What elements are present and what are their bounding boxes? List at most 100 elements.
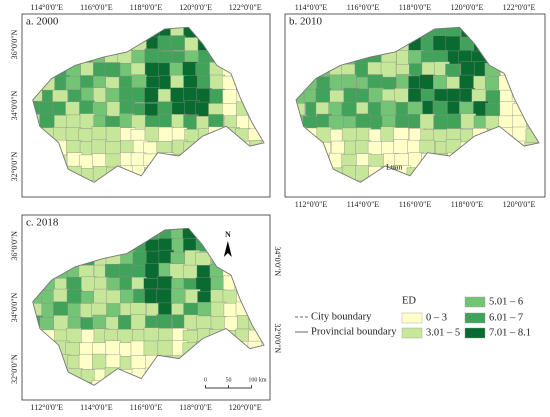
county	[144, 87, 160, 103]
legend-swatch	[401, 327, 423, 339]
county	[53, 301, 69, 317]
county	[315, 87, 332, 104]
county	[130, 355, 147, 371]
county	[66, 289, 83, 306]
provincial-boundary	[295, 26, 540, 183]
county	[182, 61, 198, 78]
lon-label: 114°0'0"E	[80, 403, 113, 412]
lat-label: 34°0'0"N	[10, 292, 19, 322]
north-arrow	[223, 241, 232, 257]
county	[143, 327, 160, 343]
lat-label: 34°0'0"N	[10, 90, 19, 120]
county	[92, 314, 108, 331]
lon-label: 114°0'0"E	[347, 200, 380, 209]
legend-line-label: City boundary	[311, 311, 372, 322]
county	[394, 88, 410, 104]
county	[144, 62, 161, 78]
legend-swatch	[401, 312, 423, 324]
county	[433, 115, 449, 131]
county	[106, 289, 122, 306]
lat-label: 36°0'0"N	[10, 231, 19, 261]
legend-label: 7.01 – 8.1	[489, 327, 531, 338]
county	[355, 113, 371, 130]
panel-label: b. 2010	[289, 16, 323, 28]
county	[368, 87, 384, 104]
legend-label: 6.01 – 7	[489, 312, 523, 323]
county	[341, 102, 357, 118]
lon-label: 112°0'0"E	[295, 200, 328, 209]
county	[39, 113, 55, 129]
lat-label: 36°0'0"N	[10, 29, 19, 59]
lon-label: 122°0'0"E	[503, 3, 536, 12]
county	[156, 288, 172, 305]
county	[144, 126, 161, 142]
county	[445, 35, 462, 52]
county	[156, 314, 172, 330]
county	[144, 48, 160, 65]
lat-label: 32°0'0"N	[10, 354, 19, 384]
county	[460, 61, 477, 77]
panel-label: c. 2018	[26, 217, 59, 229]
lat-label: 34°0'0"N	[273, 246, 282, 276]
county	[499, 101, 515, 117]
county	[143, 340, 160, 357]
county	[171, 288, 187, 305]
lon-label: 118°0'0"E	[451, 200, 484, 209]
county	[419, 113, 436, 130]
county	[222, 89, 238, 105]
lon-label: 116°0'0"E	[130, 403, 163, 412]
provincial-boundary	[32, 227, 265, 386]
provincial-boundary	[32, 26, 265, 183]
county	[460, 113, 477, 129]
county	[78, 354, 95, 370]
county	[79, 113, 96, 129]
county	[380, 100, 397, 117]
county	[210, 301, 227, 318]
county	[380, 61, 397, 78]
legend-label: 5.01 – 6	[489, 296, 523, 307]
lon-label: 118°0'0"E	[130, 3, 163, 12]
county	[79, 100, 95, 116]
county	[184, 37, 200, 53]
county	[92, 353, 108, 370]
lon-label: 112°0'0"E	[31, 403, 64, 412]
county	[105, 88, 121, 104]
panel-label: a. 2000	[26, 16, 59, 28]
county	[158, 126, 174, 143]
lon-label: 116°0'0"E	[80, 3, 113, 12]
lon-label: 122°0'0"E	[229, 3, 262, 12]
legend-line-label: Provincial boundary	[311, 326, 397, 337]
county	[104, 62, 121, 78]
county	[157, 340, 174, 356]
legend-label: 0 – 3	[426, 312, 447, 323]
county	[433, 75, 449, 91]
lon-label: 120°0'0"E	[179, 3, 212, 12]
lon-label: 120°0'0"E	[451, 3, 484, 12]
county	[341, 127, 358, 144]
county	[105, 340, 121, 356]
county	[91, 139, 108, 156]
county	[144, 263, 161, 279]
county	[130, 314, 147, 330]
lat-label: 32°0'0"N	[273, 323, 282, 353]
lon-label: 116°0'0"E	[347, 3, 380, 12]
county	[341, 74, 357, 90]
county	[197, 302, 213, 318]
legend-swatch	[464, 327, 486, 339]
lon-label: 114°0'0"E	[31, 3, 64, 12]
county	[485, 76, 501, 93]
county	[459, 74, 475, 91]
lon-label: 120°0'0"E	[229, 403, 262, 412]
lon-label: 120°0'0"E	[503, 200, 536, 209]
lat-label: 32°0'0"N	[10, 151, 19, 181]
legend-swatch	[464, 296, 486, 308]
north-label: N	[225, 230, 231, 239]
county	[105, 126, 122, 142]
county	[170, 35, 186, 51]
scale-label: 100 km	[248, 377, 267, 383]
scale-bar	[205, 385, 252, 389]
county	[393, 139, 409, 155]
county	[120, 289, 136, 305]
scale-label: 50	[226, 377, 232, 383]
